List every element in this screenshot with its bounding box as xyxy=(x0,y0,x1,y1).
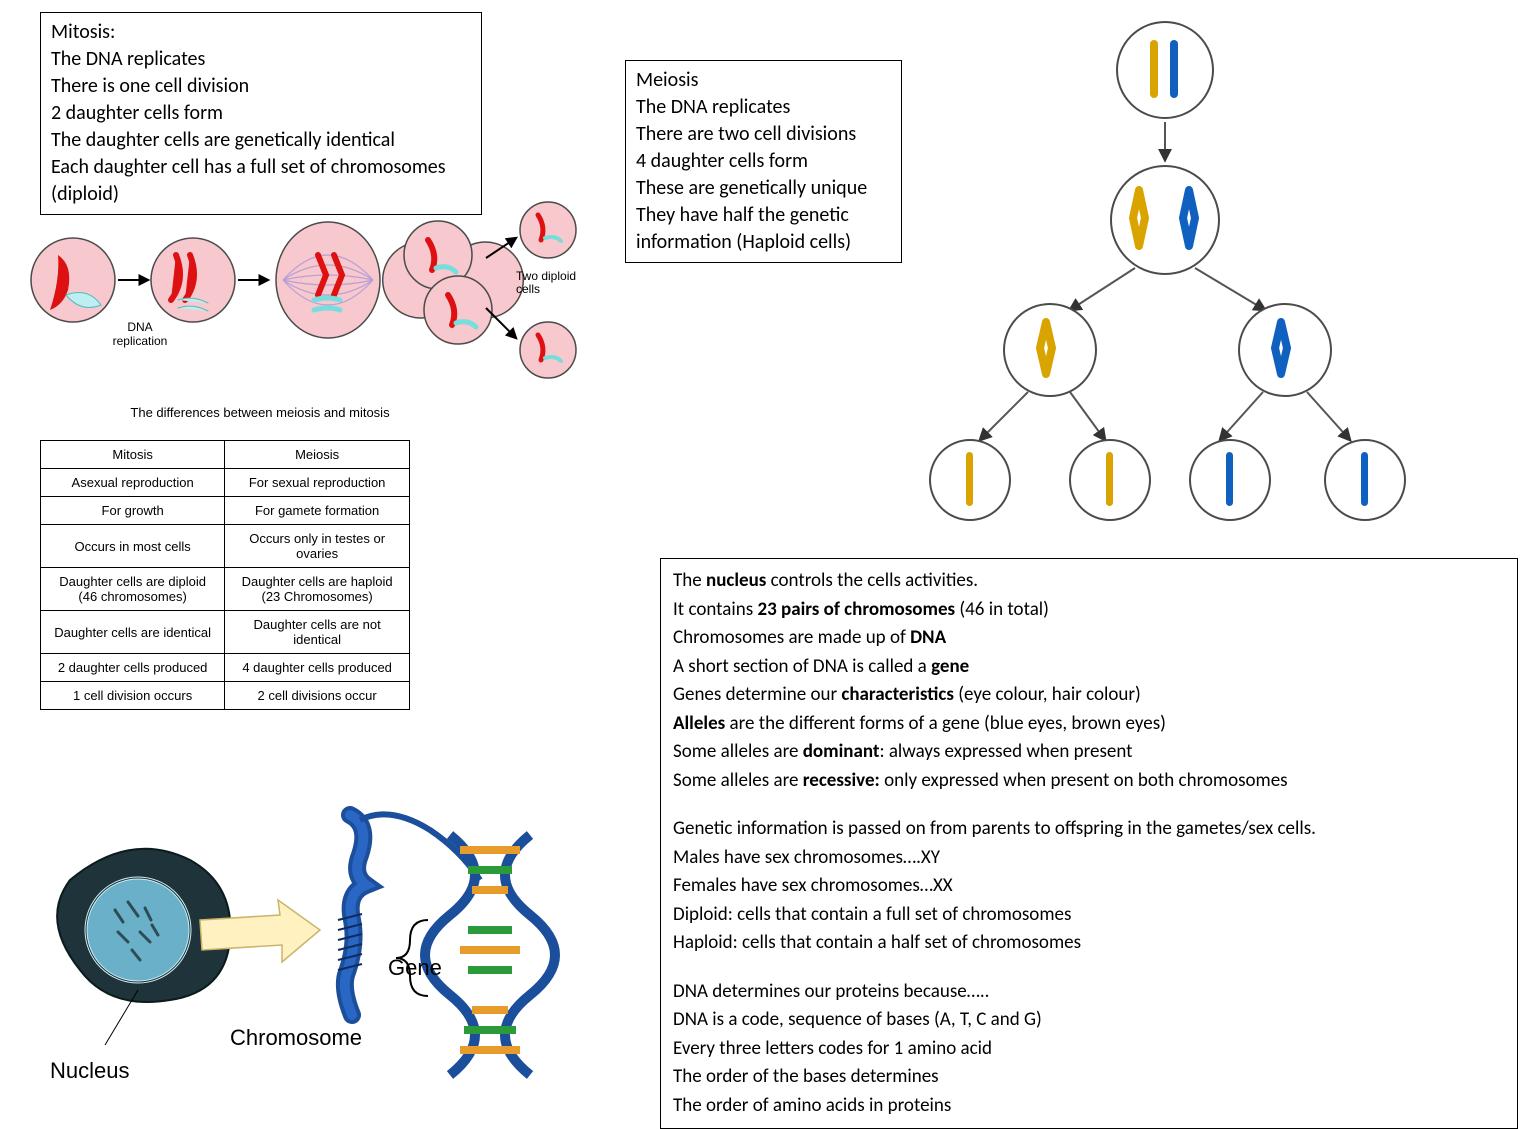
dna-replication-label: DNA replication xyxy=(105,320,175,348)
two-diploid-label: Two diploid cells xyxy=(516,269,579,296)
info-line: Chromosomes are made up of DNA xyxy=(673,624,1505,653)
table-cell: For gamete formation xyxy=(225,497,410,525)
mitosis-diagram: Two diploid cells xyxy=(18,200,588,420)
table-cell: 2 daughter cells produced xyxy=(41,654,225,682)
info-line: Every three letters codes for 1 amino ac… xyxy=(673,1035,1505,1064)
info-line: Genetic information is passed on from pa… xyxy=(673,815,1505,844)
table-cell: Asexual reproduction xyxy=(41,469,225,497)
table-header: Meiosis xyxy=(225,441,410,469)
diagram-caption: The differences between meiosis and mito… xyxy=(110,405,410,420)
info-line: The order of the bases determines xyxy=(673,1063,1505,1092)
mitosis-line: The daughter cells are genetically ident… xyxy=(51,127,471,154)
table-header: Mitosis xyxy=(41,441,225,469)
table-cell: Daughter cells are identical xyxy=(41,611,225,654)
table-cell: 2 cell divisions occur xyxy=(225,682,410,710)
meiosis-box: Meiosis The DNA replicates There are two… xyxy=(625,60,902,263)
info-line: DNA is a code, sequence of bases (A, T, … xyxy=(673,1006,1505,1035)
table-cell: 4 daughter cells produced xyxy=(225,654,410,682)
table-cell: Occurs in most cells xyxy=(41,525,225,568)
meiosis-tree xyxy=(910,10,1450,540)
info-line: Genes determine our characteristics (eye… xyxy=(673,681,1505,710)
info-line: Diploid: cells that contain a full set o… xyxy=(673,901,1505,930)
meiosis-line: There are two cell divisions xyxy=(636,121,891,148)
table-cell: For sexual reproduction xyxy=(225,469,410,497)
table-cell: For growth xyxy=(41,497,225,525)
mitosis-box: Mitosis: The DNA replicates There is one… xyxy=(40,12,482,215)
page: Mitosis: The DNA replicates There is one… xyxy=(0,0,1527,1080)
info-line: Haploid: cells that contain a half set o… xyxy=(673,929,1505,958)
info-line: The nucleus controls the cells activitie… xyxy=(673,567,1505,596)
info-line: The order of amino acids in proteins xyxy=(673,1092,1505,1121)
meiosis-line: They have half the genetic information (… xyxy=(636,202,891,256)
nucleus-label: Nucleus xyxy=(50,1058,129,1084)
mitosis-title: Mitosis: xyxy=(51,19,471,46)
info-line: DNA determines our proteins because….. xyxy=(673,978,1505,1007)
mitosis-line: There is one cell division xyxy=(51,73,471,100)
info-line: Females have sex chromosomes…XX xyxy=(673,872,1505,901)
chromosome-label: Chromosome xyxy=(230,1025,362,1051)
table-cell: Daughter cells are haploid (23 Chromosom… xyxy=(225,568,410,611)
info-line: Some alleles are recessive: only express… xyxy=(673,767,1505,796)
gene-label: Gene xyxy=(388,955,442,981)
table-cell: Daughter cells are diploid (46 chromosom… xyxy=(41,568,225,611)
info-line: A short section of DNA is called a gene xyxy=(673,653,1505,682)
meiosis-line: 4 daughter cells form xyxy=(636,148,891,175)
compare-table: Mitosis Meiosis Asexual reproductionFor … xyxy=(40,440,410,710)
meiosis-title: Meiosis xyxy=(636,67,891,94)
table-cell: Daughter cells are not identical xyxy=(225,611,410,654)
info-line: Some alleles are dominant: always expres… xyxy=(673,738,1505,767)
info-line: Alleles are the different forms of a gen… xyxy=(673,710,1505,739)
info-line: It contains 23 pairs of chromosomes (46 … xyxy=(673,596,1505,625)
table-cell: 1 cell division occurs xyxy=(41,682,225,710)
meiosis-line: These are genetically unique xyxy=(636,175,891,202)
mitosis-line: The DNA replicates xyxy=(51,46,471,73)
table-cell: Occurs only in testes or ovaries xyxy=(225,525,410,568)
mitosis-line: 2 daughter cells form xyxy=(51,100,471,127)
info-line: Males have sex chromosomes….XY xyxy=(673,844,1505,873)
meiosis-line: The DNA replicates xyxy=(636,94,891,121)
genetics-info-box: The nucleus controls the cells activitie… xyxy=(660,558,1518,1129)
